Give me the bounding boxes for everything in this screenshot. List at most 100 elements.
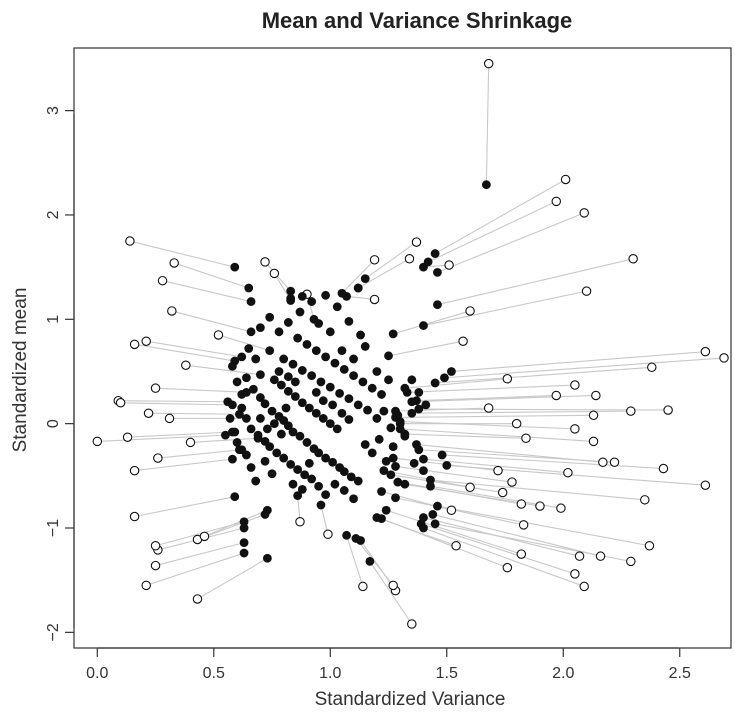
shrunken-point — [440, 373, 449, 383]
shrunken-point — [244, 344, 254, 353]
shrinkage-line — [134, 343, 235, 362]
shrunken-point — [337, 346, 347, 356]
shrunken-point — [239, 523, 249, 533]
shrunken-point — [328, 400, 338, 410]
shrunken-point — [384, 375, 393, 385]
original-point — [150, 560, 161, 571]
shrunken-point — [269, 375, 279, 385]
shrinkage-line — [171, 310, 252, 333]
original-point — [658, 463, 669, 474]
shrinkage-line — [364, 241, 417, 280]
shrunken-point — [330, 358, 340, 368]
shrunken-point — [274, 327, 284, 337]
shrunken-point — [388, 453, 398, 463]
shrinkage-line — [420, 523, 576, 575]
shrunken-point — [314, 481, 324, 491]
shrunken-point — [346, 472, 356, 482]
shrunken-point — [276, 429, 286, 439]
shrunken-point — [395, 419, 405, 429]
shrunken-point — [391, 462, 400, 471]
shrunken-point — [430, 378, 440, 388]
shrinkage-line — [157, 449, 242, 459]
shrunken-point — [295, 307, 305, 317]
shrinkage-line — [155, 542, 245, 567]
shrunken-point — [360, 440, 370, 449]
original-point — [483, 403, 494, 413]
shrunken-point — [330, 479, 340, 489]
original-point — [663, 405, 673, 415]
original-point — [129, 339, 140, 350]
shrinkage-line — [427, 200, 557, 263]
original-point — [628, 254, 638, 264]
original-point — [260, 257, 270, 267]
shrinkage-line — [404, 378, 508, 389]
shrunken-point — [293, 491, 303, 501]
shrunken-point — [262, 505, 272, 515]
shrinkage-line — [393, 310, 471, 335]
shrunken-point — [272, 448, 282, 458]
shrunken-point — [300, 470, 310, 480]
shrunken-point — [304, 458, 314, 468]
shrinkage-line — [451, 351, 706, 373]
shrinkage-line — [388, 340, 464, 357]
original-point — [92, 436, 103, 447]
shrunken-point — [242, 414, 251, 423]
shrunken-point — [260, 399, 270, 409]
original-point — [125, 236, 135, 246]
shrunken-point — [481, 180, 491, 190]
y-tick-label: 2 — [45, 210, 62, 219]
shrinkage-line — [411, 410, 631, 414]
shrunken-point — [311, 346, 321, 356]
shrunken-point — [265, 346, 275, 356]
original-point — [570, 424, 580, 434]
original-point — [369, 255, 380, 265]
shrunken-point — [365, 556, 375, 566]
shrunken-point — [232, 377, 242, 387]
shrunken-point — [400, 383, 410, 393]
shrunken-point — [297, 366, 307, 375]
shrunken-point — [442, 460, 452, 470]
shrinkage-line — [197, 557, 268, 600]
shrunken-point — [288, 359, 298, 369]
shrunken-point — [414, 387, 424, 397]
original-point — [404, 254, 415, 264]
shrinkage-line — [97, 434, 226, 442]
original-point — [588, 410, 599, 421]
shrunken-point — [246, 424, 256, 434]
shrunken-point — [228, 454, 237, 464]
shrinkage-line — [346, 535, 364, 587]
shrunken-point — [262, 424, 272, 434]
shrunken-point — [295, 431, 305, 441]
shrunken-point — [265, 442, 275, 452]
shrinkage-line — [437, 212, 585, 273]
shrinkage-line — [129, 240, 235, 268]
shrunken-point — [386, 423, 396, 433]
original-point — [579, 208, 589, 218]
shrunken-point — [358, 377, 368, 387]
shrunken-point — [248, 384, 258, 394]
shrinkage-line — [146, 340, 242, 358]
shrunken-point — [421, 400, 431, 410]
shrinkage-line — [127, 431, 233, 438]
shrunken-point — [246, 463, 256, 472]
shrunken-point — [372, 513, 382, 522]
shrunken-point — [314, 448, 324, 458]
original-point — [388, 580, 398, 591]
shrunken-point — [335, 388, 344, 398]
shrinkage-line — [435, 366, 652, 384]
original-point — [598, 457, 608, 468]
shrunken-point — [321, 290, 331, 300]
shrunken-point — [356, 330, 365, 340]
shrunken-point — [286, 294, 296, 303]
shrunken-point — [428, 510, 438, 519]
shrunken-point — [332, 424, 342, 434]
original-point — [588, 436, 599, 447]
shrinkage-line — [390, 474, 503, 494]
shrinkage-line — [411, 394, 596, 403]
shrunken-point — [230, 492, 240, 502]
x-axis-label: Standardized Variance — [315, 689, 506, 710]
original-point — [719, 353, 729, 363]
shrunken-point — [318, 396, 328, 406]
shrunken-point — [260, 456, 270, 466]
original-point — [181, 360, 191, 370]
